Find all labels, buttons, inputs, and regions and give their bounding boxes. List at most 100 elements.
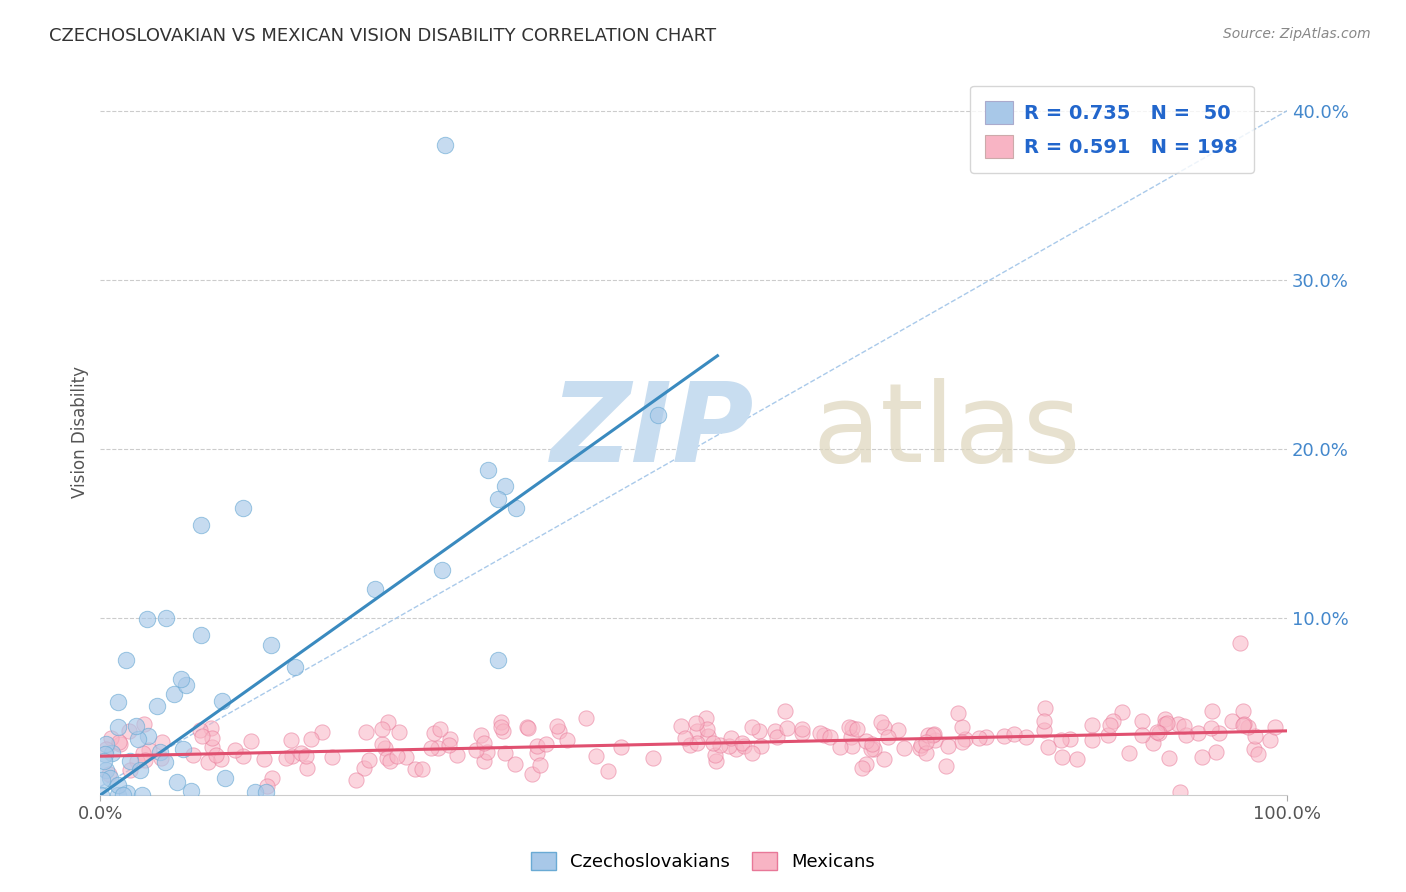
Point xyxy=(364,582,387,596)
Point xyxy=(90,788,112,802)
Point xyxy=(669,719,692,733)
Point xyxy=(472,735,495,749)
Point xyxy=(118,724,141,739)
Point xyxy=(1097,728,1119,742)
Point xyxy=(917,728,939,742)
Point xyxy=(200,740,222,755)
Point xyxy=(872,720,894,734)
Point xyxy=(749,739,772,753)
Point xyxy=(695,711,717,725)
Point xyxy=(775,721,797,735)
Point xyxy=(1208,725,1230,739)
Point xyxy=(299,731,322,746)
Point xyxy=(359,753,381,767)
Point xyxy=(1191,750,1213,764)
Point xyxy=(200,721,222,735)
Point xyxy=(190,729,212,743)
Point xyxy=(420,741,443,756)
Point xyxy=(610,739,633,754)
Point xyxy=(860,742,883,756)
Point xyxy=(411,762,433,776)
Point xyxy=(1002,727,1025,741)
Point xyxy=(1059,731,1081,746)
Point xyxy=(838,720,860,734)
Point xyxy=(211,694,233,708)
Point xyxy=(494,746,516,760)
Point xyxy=(717,739,740,754)
Point xyxy=(107,695,129,709)
Point xyxy=(430,563,453,577)
Point xyxy=(733,739,755,753)
Point xyxy=(136,612,159,626)
Point xyxy=(1205,745,1227,759)
Text: Source: ZipAtlas.com: Source: ZipAtlas.com xyxy=(1223,27,1371,41)
Point xyxy=(491,720,513,734)
Point xyxy=(446,747,468,762)
Point xyxy=(839,731,862,745)
Point xyxy=(647,408,669,422)
Point xyxy=(1264,720,1286,734)
Point xyxy=(1258,732,1281,747)
Point xyxy=(422,726,444,740)
Point xyxy=(828,739,851,754)
Point xyxy=(190,517,212,532)
Point xyxy=(204,747,226,762)
Point xyxy=(107,788,129,802)
Point xyxy=(731,736,754,750)
Point xyxy=(274,751,297,765)
Point xyxy=(100,731,122,745)
Point xyxy=(101,746,124,760)
Point xyxy=(924,732,946,747)
Point xyxy=(1130,728,1153,742)
Point xyxy=(281,749,304,764)
Y-axis label: Vision Disability: Vision Disability xyxy=(72,366,89,498)
Point xyxy=(98,771,121,785)
Point xyxy=(311,724,333,739)
Point xyxy=(720,731,742,746)
Point xyxy=(529,758,551,772)
Point xyxy=(149,745,172,759)
Point xyxy=(134,716,156,731)
Point xyxy=(1156,715,1178,730)
Point xyxy=(470,728,492,742)
Point xyxy=(1118,746,1140,760)
Point xyxy=(1232,704,1254,718)
Point xyxy=(873,752,896,766)
Point xyxy=(125,754,148,768)
Point xyxy=(641,751,664,765)
Point xyxy=(107,778,129,792)
Point xyxy=(993,729,1015,743)
Point xyxy=(371,737,394,751)
Point xyxy=(1033,701,1056,715)
Point xyxy=(96,763,118,777)
Point xyxy=(585,748,607,763)
Point xyxy=(433,137,456,152)
Point xyxy=(915,735,938,749)
Point xyxy=(353,761,375,775)
Point xyxy=(922,728,945,742)
Point xyxy=(197,756,219,770)
Point xyxy=(163,687,186,701)
Point xyxy=(260,638,283,652)
Point xyxy=(486,653,509,667)
Point xyxy=(704,748,727,763)
Point xyxy=(166,774,188,789)
Point xyxy=(946,706,969,720)
Point xyxy=(1050,750,1073,764)
Point xyxy=(1236,720,1258,734)
Point xyxy=(492,724,515,739)
Text: atlas: atlas xyxy=(813,378,1081,485)
Point xyxy=(117,786,139,800)
Point xyxy=(183,748,205,763)
Point xyxy=(1157,750,1180,764)
Point xyxy=(969,731,991,746)
Point xyxy=(915,747,938,761)
Point xyxy=(295,749,318,764)
Point xyxy=(1081,718,1104,732)
Point xyxy=(1187,725,1209,739)
Point xyxy=(465,743,488,757)
Point xyxy=(855,734,877,748)
Point xyxy=(1101,714,1123,729)
Point xyxy=(575,711,598,725)
Point xyxy=(1080,732,1102,747)
